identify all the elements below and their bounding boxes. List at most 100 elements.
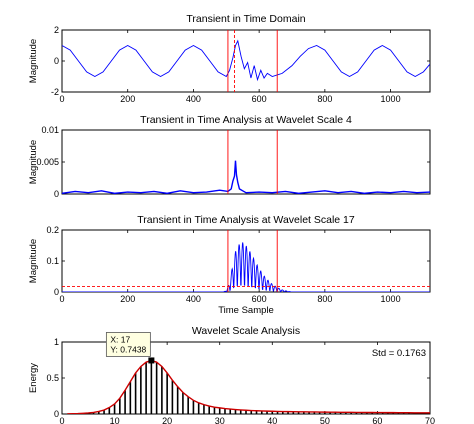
bar [318, 412, 321, 414]
panel-wavelet-scale-17: Transient in Time Analysis at Wavelet Sc… [28, 214, 431, 316]
bar [66, 413, 69, 414]
plot-area [66, 359, 430, 414]
bar [339, 412, 342, 414]
x-tick-label: 200 [120, 294, 135, 304]
y-axis-label: Magnitude [28, 39, 39, 83]
y-axis-label: Magnitude [28, 239, 39, 283]
y-tick-label: 0.2 [46, 225, 59, 235]
x-tick-label: 30 [215, 416, 225, 424]
bar [255, 410, 258, 414]
x-tick-label: 200 [120, 94, 135, 104]
x-tick-label: 50 [320, 416, 330, 424]
x-tick-label: 20 [162, 416, 172, 424]
series-line [62, 242, 430, 292]
bar [313, 411, 316, 414]
bar [134, 372, 137, 414]
bar [287, 411, 289, 414]
x-tick-label: 0 [59, 294, 64, 304]
y-tick-label: 0 [54, 409, 59, 419]
y-tick-label: 0.01 [41, 125, 59, 135]
axes-box [61, 229, 431, 293]
y-axis-label: Energy [28, 363, 39, 393]
y-tick-label: 0 [54, 189, 59, 199]
bar [187, 396, 189, 414]
series-line [62, 39, 430, 82]
bar [92, 412, 95, 414]
x-tick-label: 600 [252, 294, 267, 304]
bar [119, 398, 121, 414]
chart-title: Transient in Time Analysis at Wavelet Sc… [140, 114, 352, 126]
bar [324, 412, 326, 414]
bar [381, 412, 384, 414]
x-tick-label: 40 [267, 416, 277, 424]
std-annotation: Std = 0.1763 [372, 348, 426, 359]
bar [260, 410, 263, 414]
bar [124, 390, 126, 414]
bar [229, 409, 232, 414]
y-tick-label: 0 [54, 287, 59, 297]
axes-box [61, 29, 431, 93]
x-tick-label: 70 [425, 416, 435, 424]
bar [150, 360, 153, 414]
y-tick-label: 1 [54, 337, 59, 347]
bar [203, 404, 205, 414]
bar [329, 412, 331, 414]
bar [355, 412, 358, 414]
bar [371, 412, 373, 414]
bar [98, 411, 100, 414]
bar [161, 366, 163, 414]
y-tick-label: 0.005 [36, 157, 59, 167]
bar [266, 411, 268, 414]
series-line [62, 160, 430, 194]
x-tick-label: 1000 [381, 294, 401, 304]
x-tick-label: 400 [186, 294, 201, 304]
y-tick-label: 0 [54, 56, 59, 66]
axes-box [61, 129, 431, 195]
datatip-x-label: X: 17 [110, 334, 130, 344]
bar [197, 402, 200, 414]
x-tick-label: 1000 [381, 94, 401, 104]
bar [308, 411, 310, 414]
x-tick-label: 400 [186, 94, 201, 104]
bar [303, 411, 305, 414]
datatip-box [105, 332, 151, 357]
datatip-marker [148, 357, 155, 364]
bar [297, 411, 300, 414]
bar [239, 409, 242, 414]
bar [155, 362, 158, 414]
bar [140, 366, 142, 414]
y-tick-label: 0.5 [46, 373, 59, 383]
x-tick-label: 0 [59, 416, 64, 424]
datatip-y-label: Y: 0.7438 [110, 344, 146, 354]
bar [250, 410, 253, 414]
x-tick-label: 0 [59, 94, 64, 104]
bar [292, 411, 295, 414]
bar [129, 381, 132, 414]
bar [234, 409, 237, 414]
y-tick-label: -2 [51, 87, 59, 97]
bar [176, 386, 179, 414]
bar [345, 412, 347, 414]
plot-area [62, 39, 430, 82]
bar [218, 407, 221, 414]
panel-wavelet-scale-4: Transient in Time Analysis at Wavelet Sc… [28, 114, 431, 199]
bar [171, 380, 174, 414]
bar [271, 411, 274, 414]
bar [334, 412, 337, 414]
bar [376, 412, 379, 414]
bar [213, 407, 216, 414]
bar [103, 410, 105, 414]
y-tick-label: 2 [54, 25, 59, 35]
bar [245, 410, 247, 414]
bar [166, 372, 168, 414]
x-tick-label: 800 [317, 294, 332, 304]
bar [192, 400, 195, 414]
y-axis-label: Magnitude [28, 140, 39, 184]
chart-title: Wavelet Scale Analysis [192, 325, 300, 337]
bar [360, 412, 363, 414]
chart-title: Transient in Time Domain [186, 13, 305, 25]
bar [276, 411, 279, 414]
x-tick-label: 10 [110, 416, 120, 424]
